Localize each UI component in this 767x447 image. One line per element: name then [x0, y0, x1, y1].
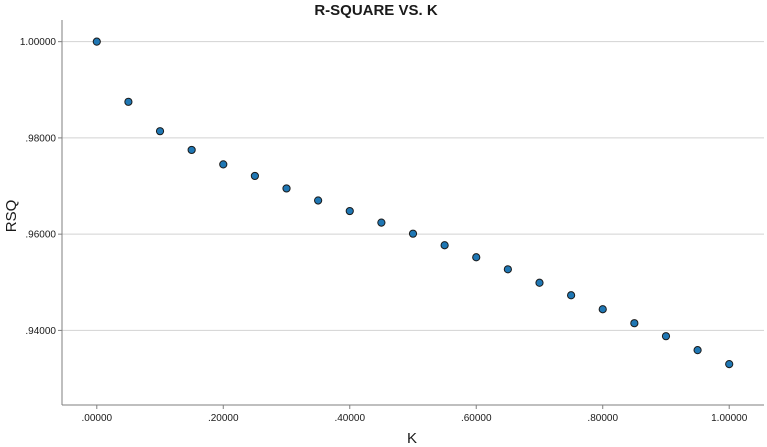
y-tick-label: .94000 — [25, 326, 56, 337]
data-point — [377, 218, 386, 227]
data-point — [630, 319, 639, 328]
data-point — [282, 184, 291, 193]
data-point — [250, 171, 259, 181]
data-point — [598, 305, 607, 314]
y-tick-label: .98000 — [25, 133, 56, 144]
data-point — [440, 241, 449, 250]
data-point — [503, 265, 512, 274]
axes — [61, 20, 764, 406]
chart-title: R-SQUARE VS. K — [314, 2, 438, 19]
data-point — [472, 253, 481, 262]
x-tick-label: .00000 — [81, 413, 112, 424]
x-tick-label: 1.00000 — [711, 413, 748, 424]
x-axis-ticks: .00000 .20000 .40000 .60000 .80000 1.00000 — [81, 405, 748, 424]
data-point — [408, 229, 418, 238]
y-tick-label: 1.00000 — [20, 37, 57, 48]
x-tick-label: .40000 — [334, 413, 365, 424]
y-axis-ticks: .94000 .96000 .98000 1.00000 — [20, 37, 62, 337]
data-point — [124, 97, 133, 106]
data-points — [92, 37, 734, 369]
x-tick-label: .60000 — [461, 413, 492, 424]
x-axis-title: K — [407, 430, 417, 447]
data-point — [187, 145, 196, 155]
data-point — [693, 346, 702, 355]
data-point — [535, 278, 544, 287]
x-tick-label: .20000 — [208, 413, 239, 424]
y-axis-title: RSQ — [3, 200, 20, 233]
x-tick-label: .80000 — [587, 413, 618, 424]
y-tick-label: .96000 — [25, 230, 56, 241]
data-point — [219, 160, 228, 169]
data-point — [661, 332, 671, 341]
data-point — [314, 196, 323, 205]
data-point — [345, 206, 354, 216]
gridlines — [62, 41, 764, 331]
data-point — [725, 359, 734, 369]
data-point — [567, 291, 576, 300]
data-point — [92, 37, 101, 46]
data-point — [155, 127, 165, 136]
